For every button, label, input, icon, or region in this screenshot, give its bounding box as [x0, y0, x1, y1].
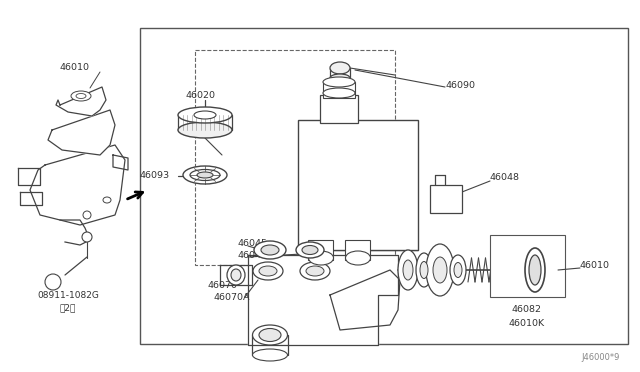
- Ellipse shape: [323, 88, 355, 98]
- Text: N: N: [50, 278, 56, 286]
- Text: 46070A: 46070A: [213, 292, 250, 301]
- Ellipse shape: [76, 93, 86, 99]
- Ellipse shape: [454, 263, 462, 278]
- Ellipse shape: [433, 257, 447, 283]
- Circle shape: [45, 274, 61, 290]
- Ellipse shape: [296, 242, 324, 258]
- Bar: [323, 82, 355, 98]
- Text: 46093: 46093: [140, 171, 170, 180]
- Polygon shape: [30, 145, 125, 225]
- Ellipse shape: [346, 251, 371, 265]
- Ellipse shape: [178, 122, 232, 138]
- Text: 46070: 46070: [207, 280, 237, 289]
- Ellipse shape: [330, 74, 350, 82]
- Ellipse shape: [178, 107, 232, 123]
- Ellipse shape: [308, 251, 333, 265]
- Ellipse shape: [194, 111, 216, 119]
- Ellipse shape: [231, 269, 241, 281]
- Ellipse shape: [261, 245, 279, 255]
- Text: 46010: 46010: [60, 64, 90, 73]
- Text: 46010: 46010: [580, 260, 610, 269]
- Ellipse shape: [323, 77, 355, 87]
- Circle shape: [82, 232, 92, 242]
- Bar: [195, 50, 395, 265]
- Ellipse shape: [253, 349, 287, 361]
- Bar: [345, 240, 370, 260]
- Bar: [308, 240, 333, 260]
- Ellipse shape: [426, 244, 454, 296]
- Bar: [140, 28, 628, 344]
- Text: 08911-1082G: 08911-1082G: [37, 292, 99, 301]
- Ellipse shape: [103, 197, 111, 203]
- Text: 46082: 46082: [512, 305, 542, 314]
- Text: 46020: 46020: [185, 92, 215, 100]
- Ellipse shape: [259, 328, 281, 341]
- Ellipse shape: [71, 91, 91, 101]
- Text: 46045: 46045: [237, 251, 267, 260]
- Bar: [430, 185, 462, 213]
- Ellipse shape: [253, 262, 283, 280]
- Circle shape: [83, 211, 91, 219]
- Text: 46048: 46048: [490, 173, 520, 183]
- Ellipse shape: [302, 246, 318, 254]
- Ellipse shape: [227, 265, 245, 285]
- Ellipse shape: [403, 260, 413, 280]
- Ellipse shape: [300, 262, 330, 280]
- Ellipse shape: [253, 325, 287, 345]
- Polygon shape: [248, 255, 398, 345]
- Text: 46090: 46090: [445, 80, 475, 90]
- Ellipse shape: [330, 62, 350, 74]
- Ellipse shape: [254, 241, 286, 259]
- Bar: [298, 120, 418, 250]
- Bar: [490, 235, 565, 297]
- Ellipse shape: [183, 166, 227, 184]
- Ellipse shape: [529, 255, 541, 285]
- Text: J46000*9: J46000*9: [582, 353, 620, 362]
- Ellipse shape: [450, 255, 466, 285]
- Ellipse shape: [420, 262, 428, 279]
- Text: 46045: 46045: [237, 238, 267, 247]
- Bar: [320, 95, 358, 123]
- Ellipse shape: [259, 266, 277, 276]
- Ellipse shape: [398, 250, 418, 290]
- Polygon shape: [56, 87, 106, 116]
- Text: 46010K: 46010K: [509, 318, 545, 327]
- Text: （2）: （2）: [60, 304, 76, 312]
- Ellipse shape: [190, 170, 220, 180]
- Polygon shape: [48, 110, 115, 155]
- Ellipse shape: [306, 266, 324, 276]
- Ellipse shape: [197, 172, 213, 178]
- Ellipse shape: [525, 248, 545, 292]
- Ellipse shape: [416, 253, 432, 287]
- Polygon shape: [330, 270, 400, 330]
